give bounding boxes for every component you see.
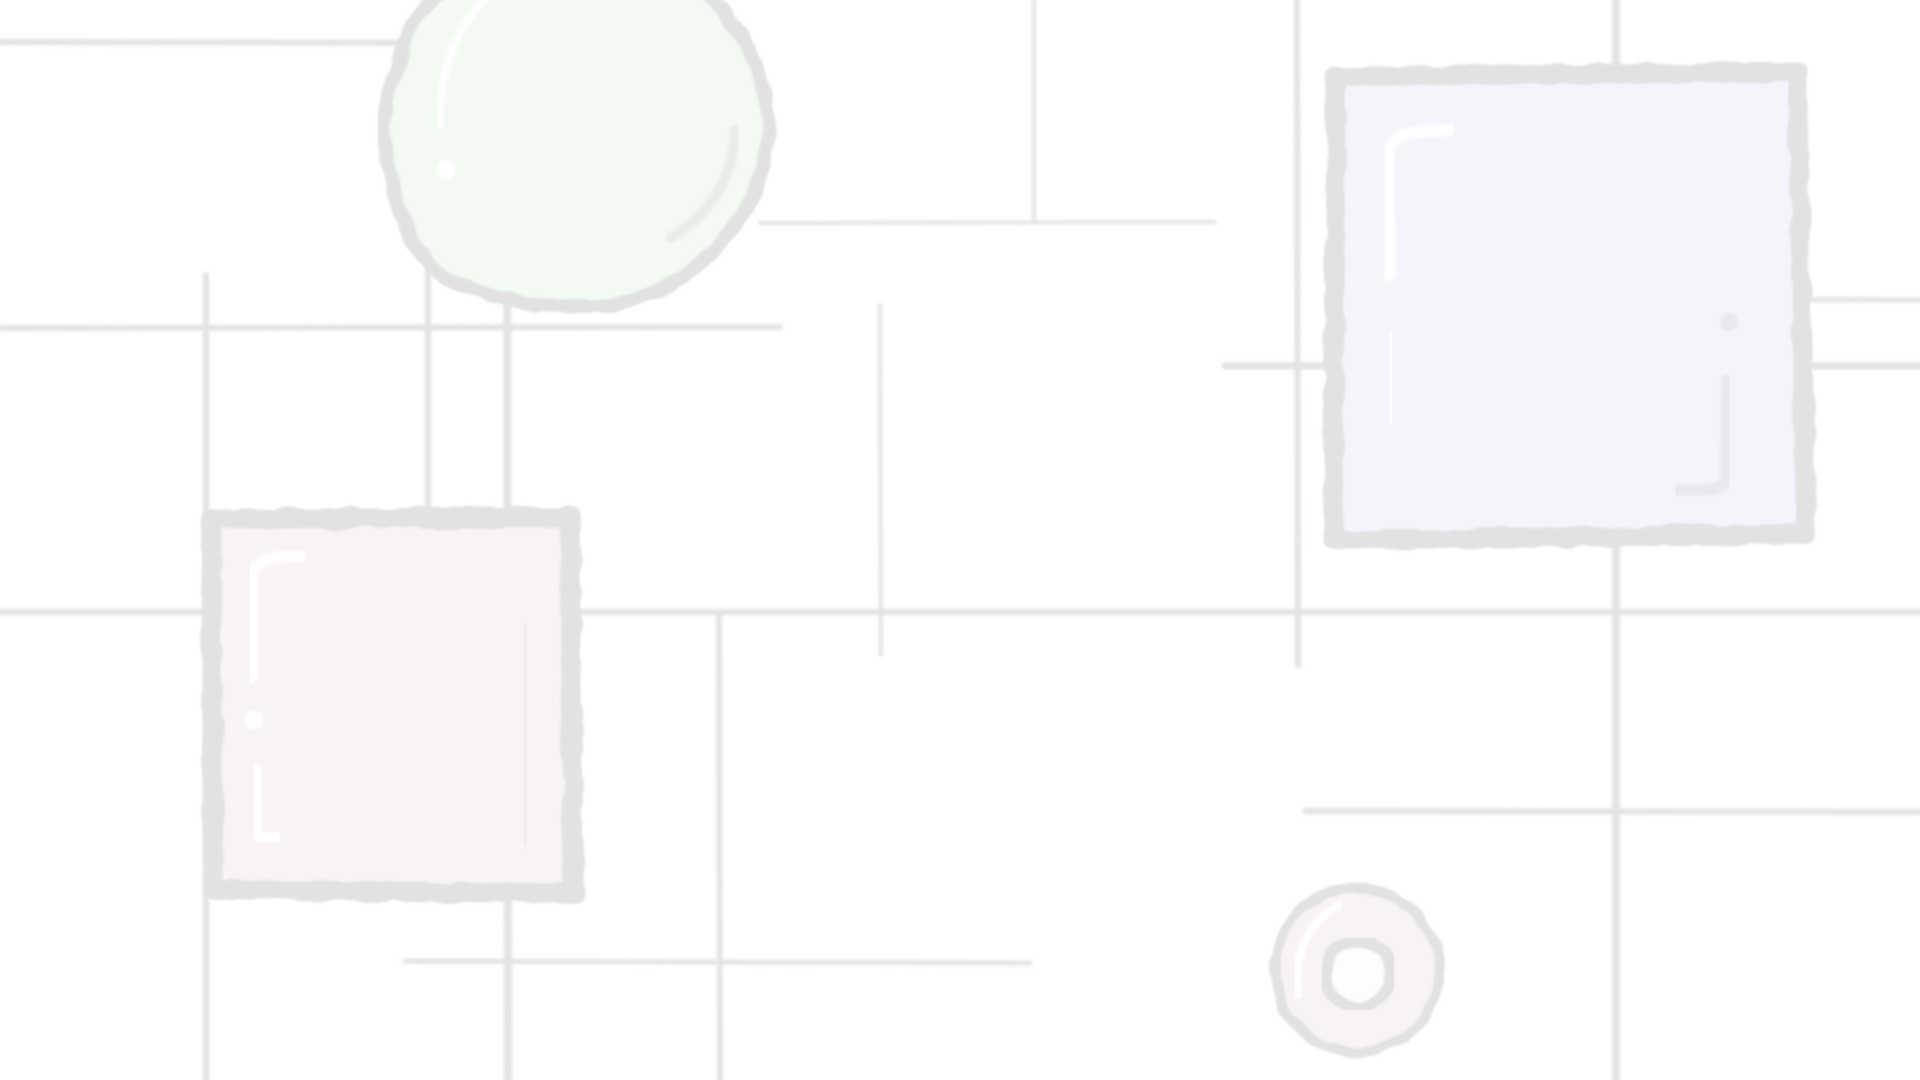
square-shade (1672, 374, 1733, 497)
grid-line (716, 612, 723, 1080)
square-highlight (1384, 329, 1397, 426)
pink-square (201, 507, 583, 903)
blue-square (1323, 62, 1816, 550)
pink-square-shape (201, 507, 583, 903)
square-highlight (246, 551, 308, 684)
grid-line (1294, 0, 1301, 668)
green-circle (378, 0, 776, 314)
green-circle-shape (378, 0, 776, 314)
sketch-shapes (201, 0, 1816, 1057)
small-ring-shape (1270, 883, 1444, 1057)
square-highlight (1381, 124, 1456, 281)
square-highlight-dot (245, 711, 263, 729)
square-shade (519, 624, 532, 846)
square-highlight (249, 762, 284, 845)
circle-highlight (435, 0, 492, 130)
blue-square-shape (1323, 62, 1816, 550)
grid-line (758, 220, 1217, 225)
circle-shade (665, 125, 740, 243)
square-shade-dot (1720, 313, 1738, 331)
grid-line (878, 303, 883, 657)
ring-highlight (1292, 901, 1344, 999)
circle-highlight-dot (436, 160, 456, 180)
small-ring-inner (1319, 935, 1397, 1013)
grid-line (0, 324, 783, 331)
